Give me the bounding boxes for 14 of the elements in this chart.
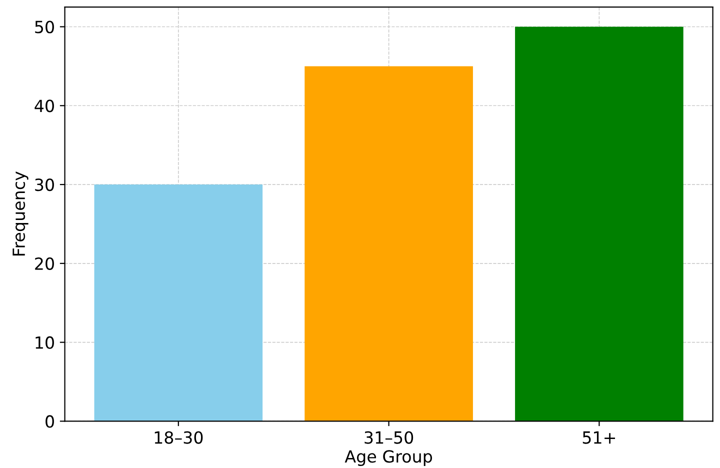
x-axis-title: Age Group (344, 450, 432, 466)
y-axis-title: Frequency (12, 172, 28, 256)
y-tick-label: 50 (35, 20, 54, 34)
y-tick-label: 0 (46, 415, 54, 428)
y-tick-label: 20 (35, 257, 54, 270)
y-tick-label: 30 (35, 178, 54, 192)
bar (94, 184, 263, 422)
x-tick-label: 31–50 (364, 431, 414, 444)
x-tick-label: 51+ (582, 431, 616, 444)
bar (515, 26, 684, 422)
bar (304, 66, 473, 422)
y-tick-label: 40 (34, 100, 54, 112)
y-tick-label: 10 (36, 336, 54, 349)
x-tick-label: 18–30 (154, 431, 203, 444)
